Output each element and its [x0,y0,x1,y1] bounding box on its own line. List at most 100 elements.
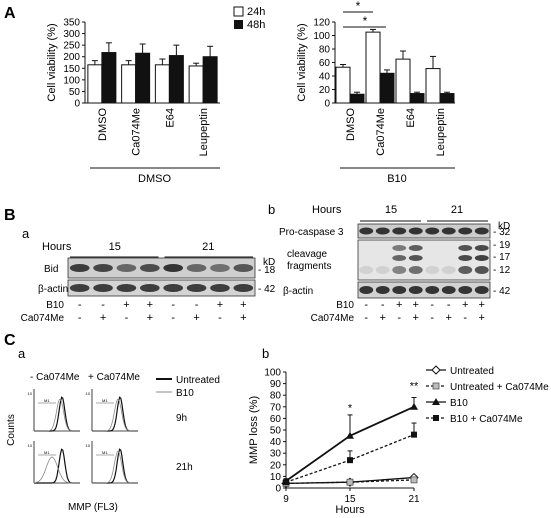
bar-24h [425,68,441,104]
hours-label: Hours [312,204,342,216]
bar-24h [188,65,204,104]
treatment-sign: + [193,312,199,324]
blot-label: Pro-caspase 3 [279,227,344,238]
treatment-sign: - [78,312,82,324]
significance-star: * [363,14,368,28]
legend-label: B10 + Ca074Me [450,414,523,425]
y-tick-label: 80 [270,391,282,402]
treatment-label: Ca074Me [21,313,65,324]
panel-label-a: A [4,5,16,22]
legend-label-24h: 24h [247,6,265,18]
band [408,227,423,235]
treatment-label: B10 [46,300,64,311]
blot-label: Bid [44,264,58,275]
x-axis-label: Hours [335,504,365,516]
gate-label: M1 [102,450,108,455]
band [441,266,456,274]
band [69,284,90,292]
treatment-sign: + [240,299,246,311]
bar-48h [101,52,117,104]
gate-label: M1 [44,398,50,403]
bar-24h [365,31,381,104]
kd-marker: - 32 [493,227,511,238]
y-tick-label: 100 [264,368,281,379]
kd-marker: - 17 [493,252,511,263]
y-tick-label: 200 [63,52,80,63]
y-tick-label: 40 [270,437,282,448]
band [139,264,160,272]
row-label: 21h [176,462,193,473]
histogram-tick: 10 [28,391,33,396]
panel-a-legend: 24h 48h [233,6,265,31]
data-point [283,479,289,486]
data-point [410,402,418,410]
band [474,227,489,235]
band [408,255,423,261]
band [359,286,374,294]
data-point [347,457,353,464]
x-tick-label: 15 [344,494,356,505]
y-tick-label: 30 [270,449,282,460]
y-axis-label: MMP loss (%) [248,396,260,464]
band [359,266,374,274]
treatment-sign: - [171,299,175,311]
band [441,286,456,294]
x-tick-label: 21 [408,494,420,505]
band [163,264,184,272]
hour-label-21: 21 [451,204,463,216]
y-axis-label: Cell viability (%) [46,23,58,101]
band [210,264,230,272]
band [93,284,113,292]
bar-48h [439,93,455,104]
blot-strip [67,279,256,297]
histogram-tick: 10 [28,443,33,448]
band [392,227,407,235]
legend-label-48h: 48h [247,19,265,31]
legend-marker [432,398,440,405]
kd-label: kD [263,257,275,268]
significance-annotation: ** [410,380,419,392]
y-tick-label: 70 [270,402,282,413]
y-axis-label: Cell viability (%) [296,23,308,101]
band [458,245,473,251]
hour-label-15: 15 [385,204,397,216]
y-tick-label: 250 [63,41,80,52]
y-tick-label: 50 [270,426,282,437]
y-axis-label: Counts [6,414,17,446]
treatment-label: Ca074Me [311,313,355,324]
legend-label: Untreated + Ca074Me [450,382,549,393]
legend-label: B10 [176,388,194,399]
treatment-sign: + [413,299,419,311]
band [474,266,489,274]
histogram-tick: 10 [86,443,91,448]
y-tick-label: 350 [63,18,80,29]
histogram-b10 [33,456,80,484]
treatment-sign: - [463,312,467,324]
y-tick-label: 100 [63,75,80,86]
band [375,227,390,235]
band [458,255,473,261]
band [458,266,473,274]
treatment-sign: - [430,312,434,324]
column-header: + Ca074Me [88,372,140,383]
band [139,284,160,292]
bar-48h [202,56,218,104]
band [425,227,440,235]
treatment-sign: + [462,299,468,311]
treatment-sign: + [479,299,485,311]
treatment-sign: + [240,312,246,324]
legend-label: B10 [450,398,468,409]
treatment-sign: + [380,312,386,324]
band [186,284,207,292]
treatment-sign: - [78,299,82,311]
y-tick-label: 10 [270,472,282,483]
bar-48h [135,52,151,104]
y-tick-label: 60 [319,58,331,69]
legend-label: Untreated [450,366,494,377]
band [425,286,440,294]
x-tick-label: E64 [164,108,176,128]
bar-48h [409,93,425,104]
band [458,227,473,235]
treatment-sign: - [430,299,434,311]
